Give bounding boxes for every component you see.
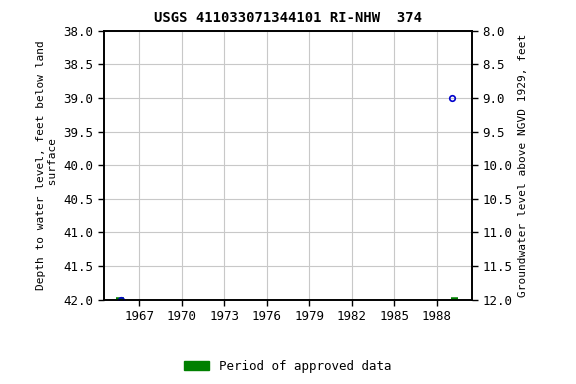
Title: USGS 411033071344101 RI-NHW  374: USGS 411033071344101 RI-NHW 374 xyxy=(154,12,422,25)
Y-axis label: Depth to water level, feet below land
 surface: Depth to water level, feet below land su… xyxy=(36,40,58,290)
Legend: Period of approved data: Period of approved data xyxy=(179,355,397,378)
Y-axis label: Groundwater level above NGVD 1929, feet: Groundwater level above NGVD 1929, feet xyxy=(518,33,528,297)
